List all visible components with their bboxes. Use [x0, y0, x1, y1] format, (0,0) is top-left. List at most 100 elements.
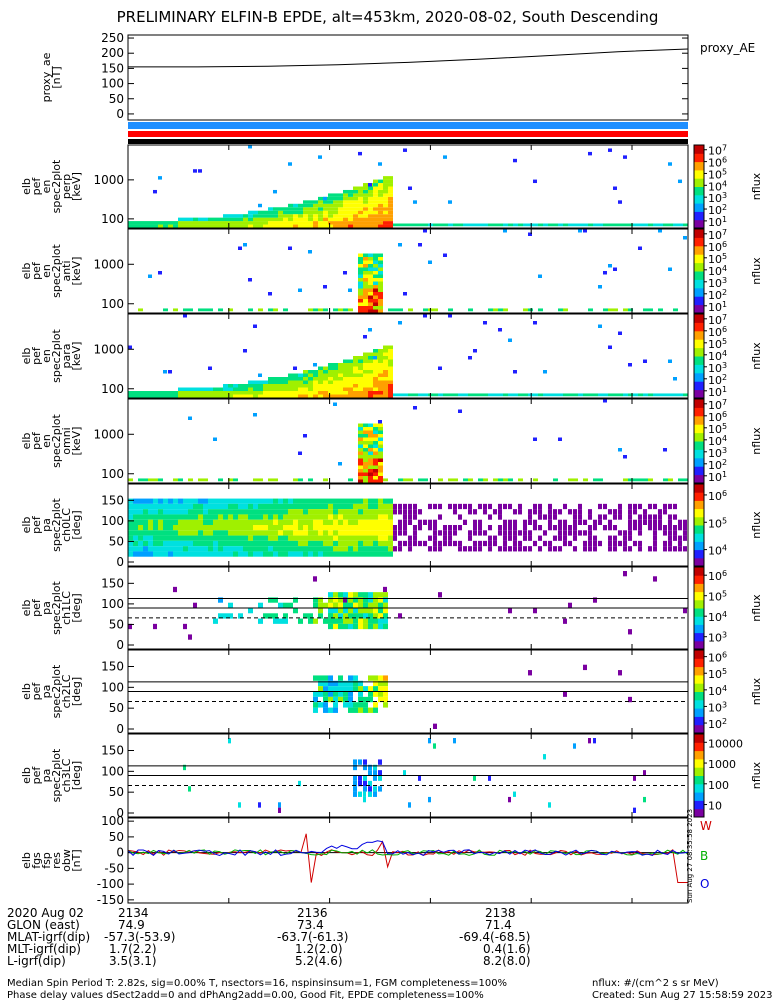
heatmap-cell [303, 224, 308, 228]
heatmap-cell [283, 535, 288, 541]
heatmap-cell [173, 221, 178, 225]
heatmap-cell [363, 285, 368, 289]
heatmap-cell [623, 530, 627, 536]
heatmap-cell [388, 373, 393, 377]
heatmap-cell [408, 308, 413, 312]
heatmap-cell [588, 535, 592, 541]
heatmap-cell [233, 514, 238, 520]
colorbar-tick-label: 100 [708, 779, 729, 792]
heatmap-cell [258, 391, 263, 395]
heatmap-cell [368, 183, 372, 187]
heatmap-cell [363, 686, 368, 692]
heatmap-cell [368, 791, 372, 797]
heatmap-cell [153, 535, 158, 541]
heatmap-cell [263, 221, 268, 225]
y-axis-label: fsp [40, 852, 53, 869]
heatmap-cell [458, 223, 463, 227]
heatmap-cell [138, 530, 143, 536]
heatmap-cell [448, 478, 453, 482]
y-axis-label: [deg] [70, 761, 83, 790]
heatmap-cell [238, 551, 243, 557]
heatmap-cell [373, 509, 378, 515]
heatmap-cell [233, 535, 238, 541]
heatmap-cell [313, 576, 317, 582]
heatmap-cell [278, 207, 283, 211]
heatmap-cell [393, 308, 398, 312]
heatmap-cell [328, 193, 333, 197]
heatmap-cell [328, 498, 333, 504]
heatmap-cell [143, 530, 148, 536]
heatmap-cell [363, 780, 367, 787]
heatmap-cell [538, 509, 542, 515]
heatmap-cell [463, 519, 467, 525]
heatmap-cell [333, 592, 338, 598]
heatmap-cell [138, 551, 143, 557]
heatmap-cell [348, 530, 353, 536]
heatmap-cell [623, 308, 628, 312]
heatmap-cell [353, 221, 358, 225]
heatmap-cell [203, 221, 208, 225]
heatmap-cell [383, 391, 388, 395]
heatmap-cell [343, 597, 347, 603]
heatmap-cell [378, 514, 383, 520]
heatmap-cell [643, 393, 648, 397]
heatmap-cell [258, 618, 263, 624]
heatmap-cell [633, 393, 638, 397]
heatmap-cell [303, 387, 308, 391]
heatmap-cell [333, 363, 338, 367]
heatmap-cell [158, 498, 163, 504]
heatmap-cell [383, 696, 388, 703]
heatmap-cell [353, 680, 358, 687]
heatmap-cell [338, 618, 343, 624]
heatmap-cell [228, 224, 233, 228]
heatmap-cell [358, 384, 363, 388]
heatmap-cell [608, 223, 613, 227]
heatmap-cell [378, 465, 383, 469]
heatmap-cell [408, 393, 413, 397]
heatmap-cell [348, 686, 353, 692]
y-axis-label: perp [60, 174, 73, 199]
colorbar-segment [694, 533, 704, 542]
heatmap-cell [153, 623, 157, 630]
heatmap-cell [368, 292, 373, 296]
heatmap-cell [358, 288, 363, 292]
heatmap-cell [353, 707, 358, 713]
heatmap-cell [223, 540, 228, 547]
heatmap-cell [378, 373, 383, 377]
heatmap-cell [683, 478, 688, 482]
heatmap-cell [448, 540, 452, 547]
heatmap-cell [248, 519, 253, 525]
heatmap-cell [228, 551, 233, 557]
colorbar-segment [694, 516, 704, 526]
heatmap-cell [323, 680, 328, 687]
colorbar-tick-label: 105 [708, 167, 727, 181]
heatmap-cell [378, 519, 383, 525]
heatmap-cell [368, 210, 373, 215]
heatmap-cell [373, 597, 378, 603]
heatmap-cell [308, 384, 313, 388]
heatmap-cell [153, 189, 157, 194]
y-tick-label: 100 [101, 212, 124, 226]
heatmap-cell [258, 535, 263, 541]
heatmap-cell [363, 592, 368, 598]
heatmap-cell [403, 292, 407, 296]
heatmap-cell [373, 221, 378, 225]
heatmap-cell [348, 366, 353, 370]
heatmap-cell [323, 217, 328, 222]
heatmap-cell [543, 754, 546, 760]
heatmap-cell [238, 514, 243, 520]
heatmap-cell [373, 278, 378, 282]
heatmap-cell [178, 514, 183, 520]
heatmap-cell [358, 370, 363, 374]
y-axis-label: [deg] [70, 677, 83, 706]
heatmap-cell [428, 260, 432, 264]
heatmap-cell [383, 680, 388, 687]
heatmap-cell [328, 373, 333, 377]
y-axis-label: spec2plot [50, 498, 63, 552]
heatmap-cell [388, 387, 393, 391]
heatmap-cell [168, 514, 173, 520]
heatmap-cell [408, 514, 412, 520]
heatmap-cell [163, 391, 168, 395]
heatmap-cell [368, 356, 373, 360]
heatmap-cell [338, 498, 343, 504]
